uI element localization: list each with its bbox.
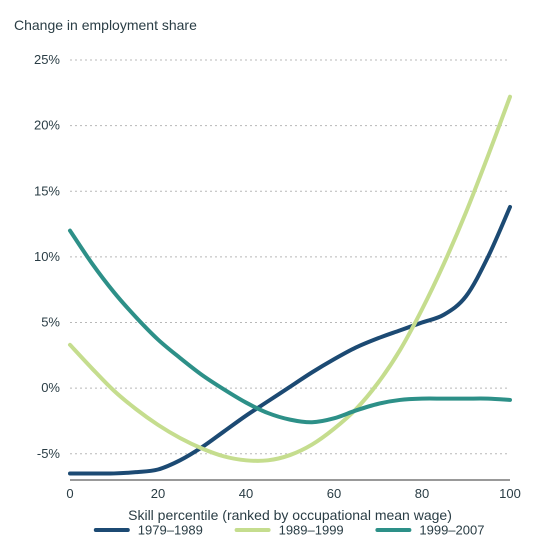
x-tick-label: 20 — [151, 486, 165, 501]
chart-bg — [0, 0, 538, 560]
x-tick-label: 100 — [499, 486, 521, 501]
y-tick-label: -5% — [37, 446, 61, 461]
y-tick-label: 0% — [41, 380, 60, 395]
y-tick-label: 15% — [34, 183, 60, 198]
x-tick-label: 80 — [415, 486, 429, 501]
x-axis-label: Skill percentile (ranked by occupational… — [128, 507, 452, 523]
chart-svg: Change in employment share -5% 0% 5% 10% 15% 2… — [0, 0, 538, 560]
legend-label: 1979–1989 — [138, 522, 203, 537]
x-tick-label: 60 — [327, 486, 341, 501]
y-tick-label: 25% — [34, 52, 60, 67]
chart-title: Change in employment share — [14, 17, 197, 33]
legend-label: 1989–1999 — [279, 522, 344, 537]
legend-label: 1999–2007 — [419, 522, 484, 537]
y-tick-label: 10% — [34, 249, 60, 264]
x-tick-label: 0 — [66, 486, 73, 501]
y-tick-label: 5% — [41, 315, 60, 330]
x-tick-label: 40 — [239, 486, 253, 501]
y-tick-label: 20% — [34, 118, 60, 133]
chart-container: Change in employment share -5% 0% 5% 10% 15% 2… — [0, 0, 538, 560]
